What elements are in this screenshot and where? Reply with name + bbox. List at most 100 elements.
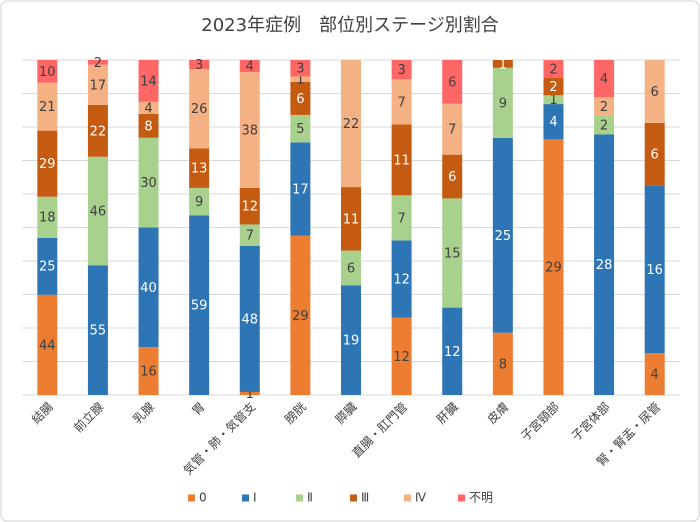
legend-label: Ⅱ [307,491,313,505]
bar-segment [37,294,58,395]
bar-segment [138,101,159,114]
legend-label: Ⅰ [253,491,257,505]
data-label: 26 [191,102,208,117]
bar-segment [492,332,513,395]
bar-segment [391,60,412,80]
data-label: 13 [191,162,208,177]
data-label: 4 [600,72,608,87]
bar-segment [189,215,210,395]
data-label: 29 [292,309,309,324]
bar-segment [290,76,311,82]
bar-segment [594,60,615,98]
bar-segment [239,187,260,225]
bar-segment [37,237,58,295]
data-label: 6 [651,148,659,163]
data-label: 1 [296,73,304,88]
bar-segment [138,227,159,348]
bar-segment [37,130,58,197]
data-label: 2 [600,119,608,134]
bar-segment [239,72,260,188]
data-label: 16 [140,365,157,380]
bar-segment [492,67,513,138]
legend-marker [296,494,303,502]
bar-segment [290,114,311,143]
data-label: 7 [397,95,405,110]
bar-segment [442,60,463,104]
bar-segment [290,235,311,395]
data-label: 55 [90,324,107,339]
bar-segment [644,122,665,186]
legend-marker [188,494,195,502]
data-label: 4 [651,368,659,383]
data-label: 8 [499,357,507,372]
bar-segment [87,265,108,395]
legend-label: 不明 [469,491,493,505]
bar-segment [290,60,311,77]
bar-segment [391,240,412,318]
bar-segment [189,69,210,149]
data-label: 2 [600,100,608,115]
data-label: 29 [39,157,56,172]
data-label: 17 [292,183,309,198]
bar-segment [138,137,159,228]
data-label: 25 [39,260,56,275]
data-label: 22 [90,124,107,139]
data-label: 12 [393,350,410,365]
data-label: 1 [499,57,507,72]
data-label: 19 [343,334,360,349]
data-label: 2 [549,80,557,95]
bar-segment [37,196,58,238]
bar-segment [37,82,58,131]
data-label: 3 [195,58,203,73]
bar-segment [87,156,108,266]
data-label: 12 [241,200,258,215]
bar-segment [594,115,615,135]
data-label: 4 [549,115,557,130]
data-label: 1 [549,93,557,108]
data-label: 6 [296,92,304,107]
bar-segment [442,103,463,155]
bar-segment [290,81,311,115]
bar-segment [138,60,159,102]
bar-segment [391,317,412,395]
data-label: 1 [246,387,254,402]
data-label: 11 [393,153,410,168]
data-label: 25 [495,229,512,244]
data-label: 3 [397,63,405,78]
bar-segment [644,60,665,123]
bar-segment [391,195,412,241]
bar-segment [594,134,615,395]
data-label: 6 [448,75,456,90]
legend-label: 0 [199,491,207,505]
data-label: 7 [397,211,405,226]
data-label: 6 [651,85,659,100]
data-label: 30 [140,176,157,191]
data-label: 12 [393,273,410,288]
data-label: 10 [39,65,56,80]
bar-segment [341,250,361,286]
data-label: 6 [347,261,355,276]
data-label: 11 [343,212,360,227]
bar-segment [442,154,463,199]
legend-marker [458,494,465,502]
bar-segment [391,124,412,196]
bar-segment [239,391,260,395]
data-label: 9 [499,96,507,111]
data-label: 15 [444,246,461,261]
bar-segment [644,353,665,395]
data-label: 3 [296,62,304,77]
bar-segment [543,77,564,96]
bar-segment [543,95,564,105]
data-label: 7 [448,123,456,138]
data-label: 48 [241,312,258,327]
data-label: 7 [246,229,254,244]
chart-title: 2023年症例 部位別ステージ別割合 [201,15,498,36]
bar-segment [239,60,260,73]
bar-segment [341,187,361,251]
legend-label: Ⅳ [415,491,426,505]
bar-segment [87,60,108,65]
bar-segment [290,142,311,236]
data-label: 16 [646,263,663,278]
data-label: 38 [241,124,258,139]
